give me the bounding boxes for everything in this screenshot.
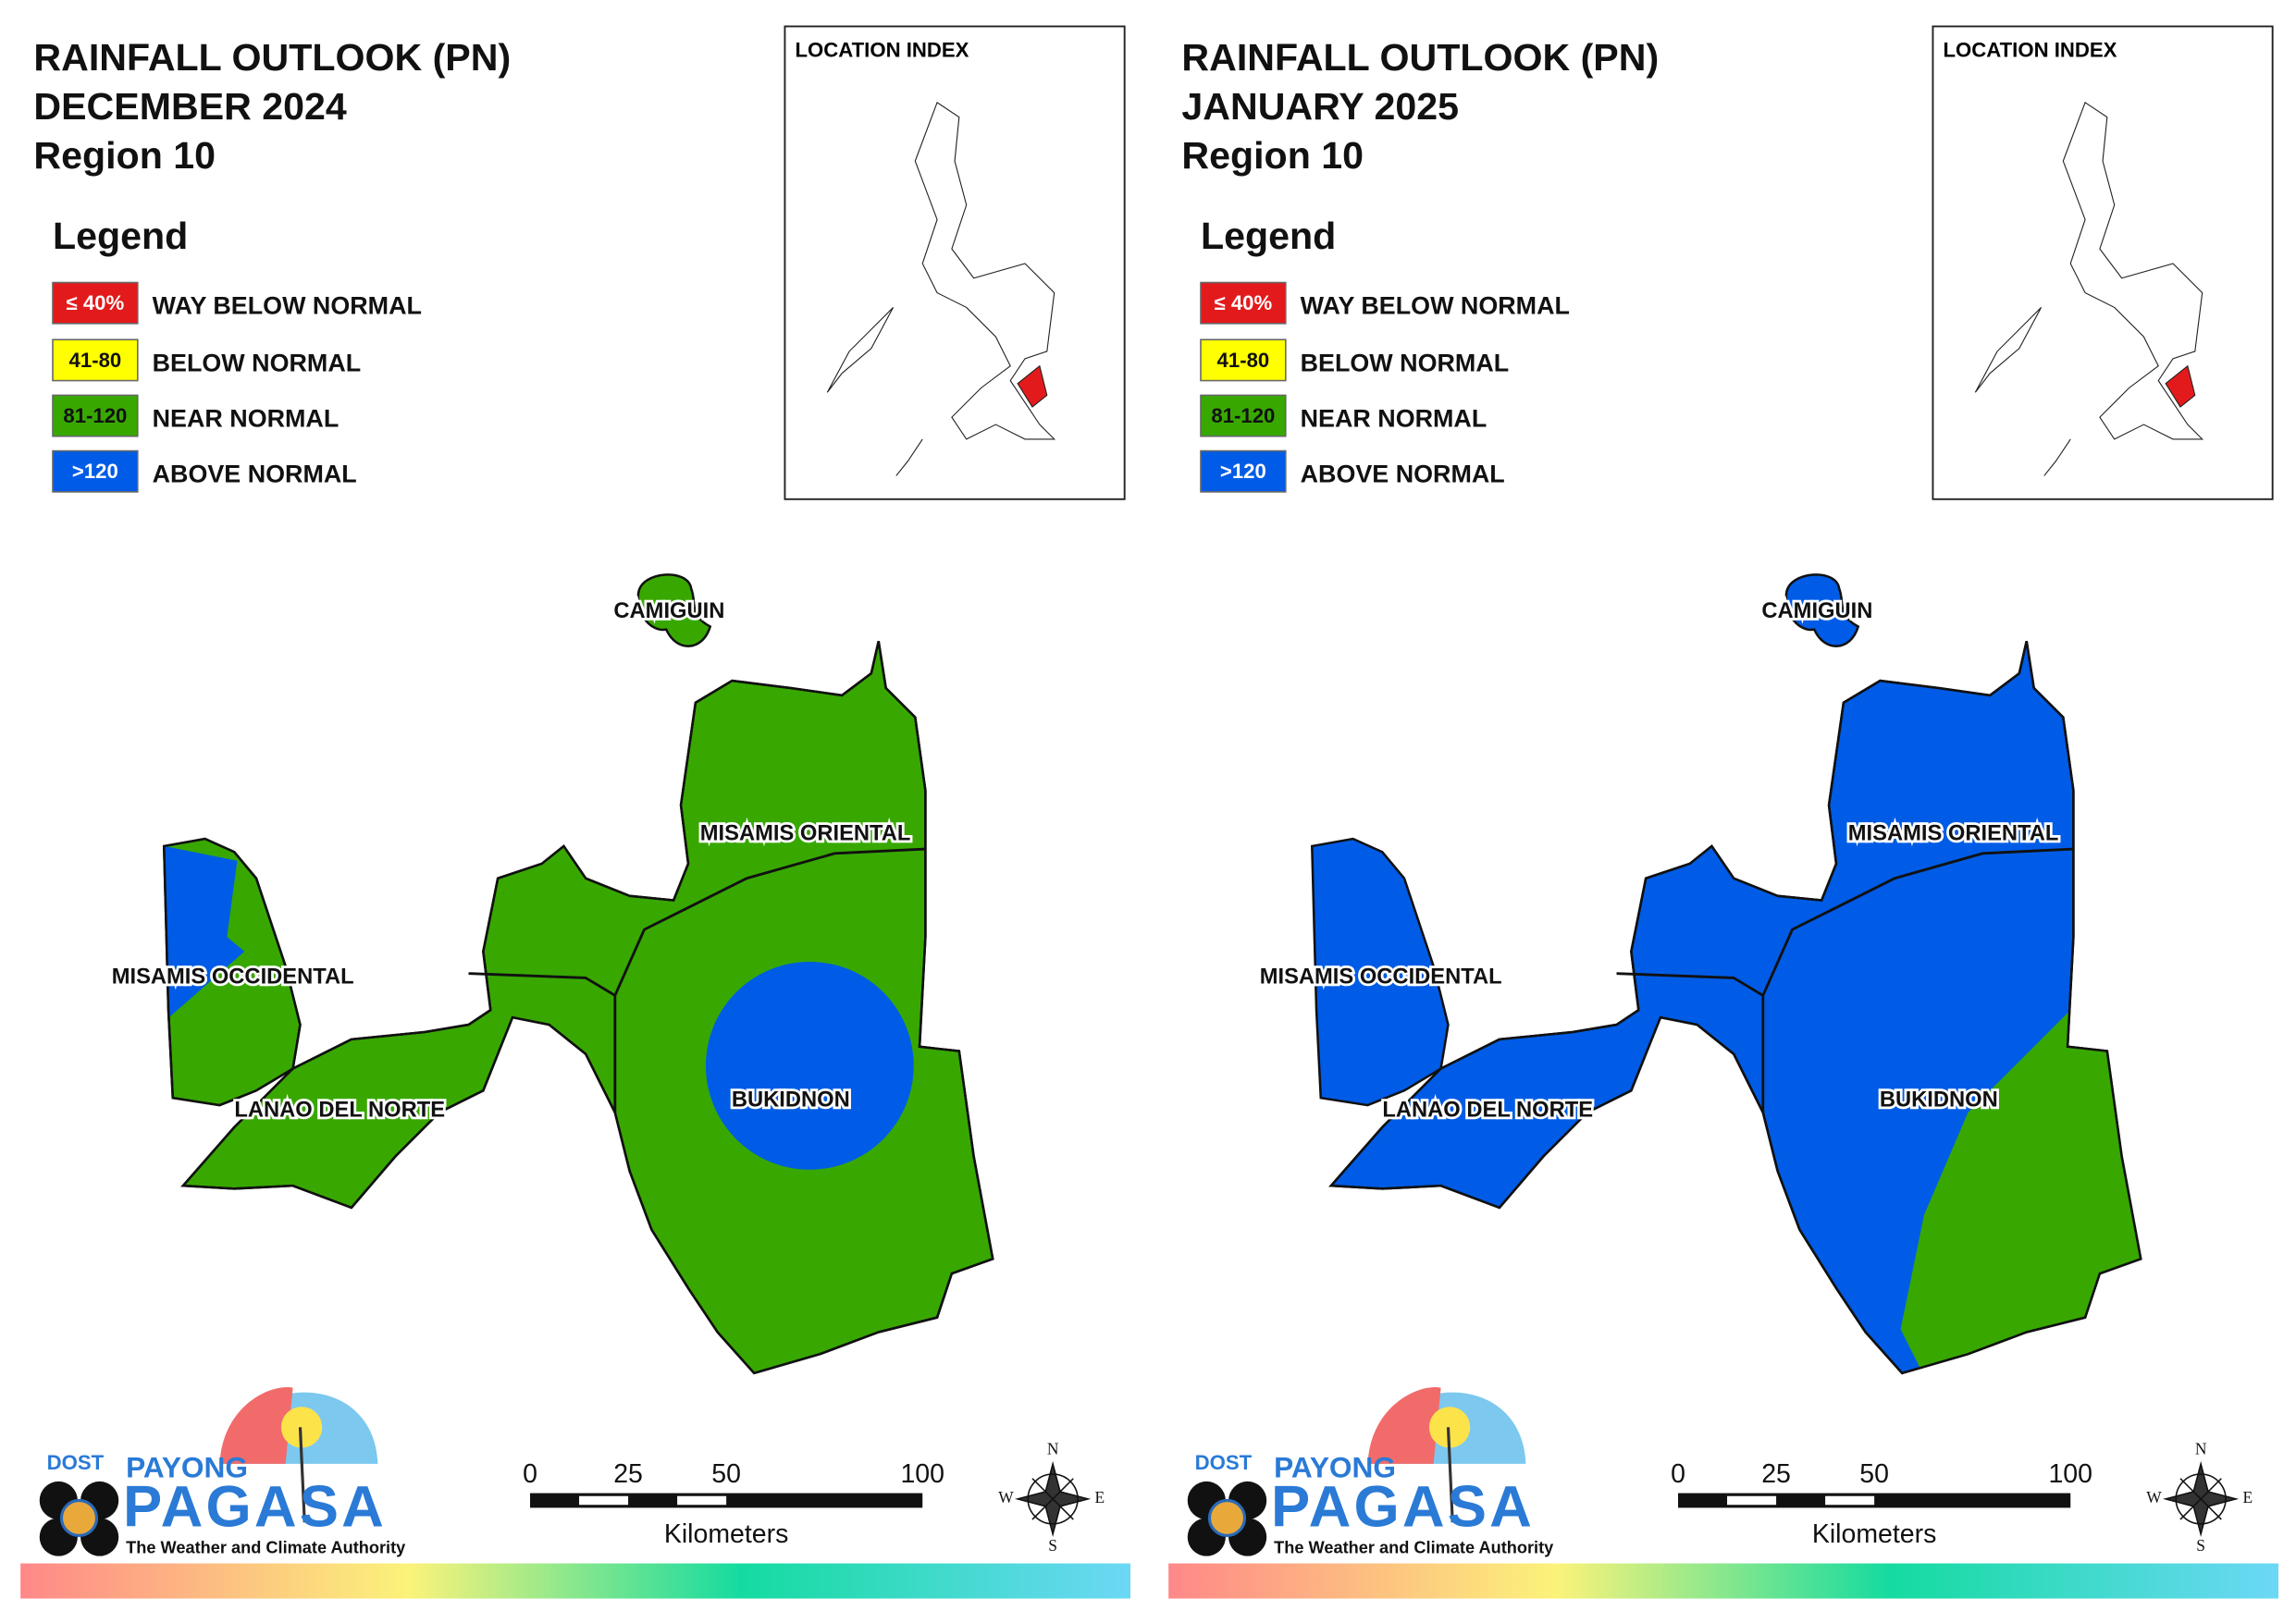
compass-letter: S [2196, 1536, 2205, 1555]
legend-swatch [52, 449, 139, 493]
compass-letter: E [1094, 1488, 1105, 1506]
location-index-frame [784, 25, 1126, 500]
scale-tick-label: 50 [711, 1459, 741, 1489]
scale-tick-label: 100 [900, 1459, 944, 1489]
legend-label: NEAR NORMAL [153, 404, 339, 432]
province-label: LANAO DEL NORTE [1382, 1099, 1593, 1123]
legend-swatch [52, 281, 139, 325]
legend-swatch-text: 41-80 [69, 349, 122, 372]
location-index-title: LOCATION INDEX [796, 38, 969, 61]
scale-tick-label: 0 [1671, 1459, 1685, 1489]
logo-umbrella-left [219, 1387, 293, 1464]
legend-swatch-text: >120 [72, 460, 118, 483]
logo-seal [1207, 1498, 1247, 1538]
legend-label: BELOW NORMAL [1301, 349, 1510, 376]
legend-swatch-text: 81-120 [1211, 404, 1275, 427]
legend-swatch [52, 394, 139, 437]
legend-swatch-text: ≤ 40% [67, 291, 125, 314]
logo-pagasa: PAGASA [1271, 1474, 1535, 1539]
location-index-title: LOCATION INDEX [1944, 38, 2117, 61]
scale-segment [1727, 1495, 1777, 1506]
logo-seal [59, 1498, 99, 1538]
logo-dost: DOST [1195, 1451, 1253, 1474]
logo-tagline: The Weather and Climate Authority [126, 1539, 406, 1557]
compass-letter: W [2146, 1488, 2162, 1506]
logo-payong: PAYONG [1274, 1451, 1396, 1484]
province-label: BUKIDNON [1880, 1088, 1998, 1113]
logo-umbrella-left [1367, 1387, 1441, 1464]
scale-segment [677, 1495, 727, 1506]
title-line: DECEMBER 2024 [33, 85, 347, 128]
compass-rose [1015, 1460, 1092, 1538]
legend-label: ABOVE NORMAL [153, 461, 357, 488]
scale-tick-label: 0 [523, 1459, 537, 1489]
scale-unit: Kilometers [664, 1519, 789, 1549]
scale-tick-label: 25 [613, 1459, 643, 1489]
footer-gradient [1168, 1563, 2279, 1599]
legend-label: NEAR NORMAL [1301, 404, 1487, 432]
title-line: JANUARY 2025 [1181, 85, 1459, 128]
logo-dost: DOST [47, 1451, 105, 1474]
compass-ring [1027, 1473, 1079, 1525]
legend-label: BELOW NORMAL [153, 349, 362, 376]
logo-handle [298, 1427, 306, 1523]
legend-swatch-text: ≤ 40% [1215, 291, 1273, 314]
legend-swatch [1200, 281, 1287, 325]
logo-tagline: The Weather and Climate Authority [1274, 1539, 1554, 1557]
legend-swatch [1200, 394, 1287, 437]
province-label: MISAMIS ORIENTAL [700, 822, 911, 846]
location-index-frame [1932, 25, 2274, 500]
scale-tick-label: 100 [2048, 1459, 2092, 1489]
scale-tick-label: 25 [1761, 1459, 1791, 1489]
scale-segment [579, 1495, 629, 1506]
legend-title: Legend [53, 215, 188, 257]
logo-pagasa: PAGASA [123, 1474, 387, 1539]
province-label: LANAO DEL NORTE [234, 1099, 445, 1123]
province-label: CAMIGUIN [1761, 599, 1872, 623]
legend-swatch [52, 338, 139, 382]
legend-label: WAY BELOW NORMAL [1301, 292, 1570, 320]
compass-letter: W [998, 1488, 1014, 1506]
panel-left [163, 102, 1055, 1375]
compass-letter: E [2242, 1488, 2253, 1506]
scale-unit: Kilometers [1812, 1519, 1937, 1549]
panel-text: RAINFALL OUTLOOK (PN) DECEMBER 2024 Region… [20, 25, 1131, 1599]
legend-title: Legend [1201, 215, 1336, 257]
scale-segment [1825, 1495, 1875, 1506]
panel-text: RAINFALL OUTLOOK (PN) JANUARY 2025 Region … [1168, 25, 2279, 1599]
legend-label: WAY BELOW NORMAL [153, 292, 422, 320]
logo-payong: PAYONG [126, 1451, 248, 1484]
title-line: RAINFALL OUTLOOK (PN) [33, 36, 511, 79]
title-line: RAINFALL OUTLOOK (PN) [1181, 36, 1659, 79]
legend-label: ABOVE NORMAL [1301, 461, 1505, 488]
province-label: BUKIDNON [732, 1088, 850, 1113]
compass-rose [2163, 1460, 2240, 1538]
legend-swatch-text: 81-120 [63, 404, 127, 427]
logo-handle [1446, 1427, 1454, 1523]
above-normal-area [705, 961, 914, 1170]
province-label: MISAMIS OCCIDENTAL [112, 965, 354, 990]
province-label: MISAMIS OCCIDENTAL [1260, 965, 1502, 990]
legend-swatch [1200, 338, 1287, 382]
compass-letter: S [1048, 1536, 1057, 1555]
legend-swatch [1200, 449, 1287, 493]
legend-swatch-text: >120 [1220, 460, 1266, 483]
compass-letter: N [2195, 1440, 2207, 1458]
compass-ring [2175, 1473, 2227, 1525]
title-line: Region 10 [33, 134, 216, 177]
footer-gradient [20, 1563, 1131, 1599]
province-label: CAMIGUIN [613, 599, 724, 623]
compass-letter: N [1047, 1440, 1059, 1458]
above-normal-area [164, 845, 245, 1022]
scale-tick-label: 50 [1859, 1459, 1889, 1489]
province-label: MISAMIS ORIENTAL [1848, 822, 2059, 846]
title-line: Region 10 [1181, 134, 1364, 177]
legend-swatch-text: 41-80 [1217, 349, 1270, 372]
